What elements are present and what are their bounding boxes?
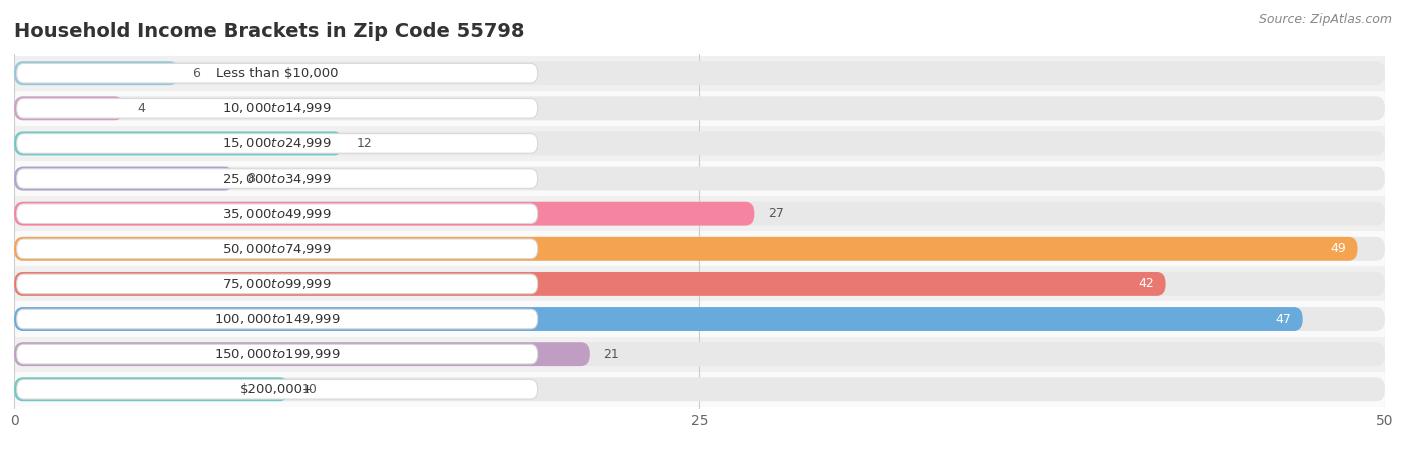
Text: Less than $10,000: Less than $10,000 — [217, 67, 339, 79]
FancyBboxPatch shape — [14, 342, 1385, 366]
FancyBboxPatch shape — [14, 61, 1385, 85]
Text: 42: 42 — [1139, 277, 1154, 291]
FancyBboxPatch shape — [17, 379, 537, 399]
Text: Household Income Brackets in Zip Code 55798: Household Income Brackets in Zip Code 55… — [14, 22, 524, 41]
Text: 4: 4 — [138, 102, 145, 115]
FancyBboxPatch shape — [14, 272, 1385, 296]
Text: 8: 8 — [247, 172, 254, 185]
FancyBboxPatch shape — [14, 202, 1385, 225]
Bar — [14, 56, 1385, 91]
Bar — [14, 231, 1385, 266]
Bar — [14, 126, 1385, 161]
FancyBboxPatch shape — [14, 167, 233, 190]
Bar — [14, 196, 1385, 231]
Text: $150,000 to $199,999: $150,000 to $199,999 — [214, 347, 340, 361]
Bar — [14, 91, 1385, 126]
Text: $200,000+: $200,000+ — [240, 383, 314, 396]
Text: 49: 49 — [1330, 242, 1347, 255]
FancyBboxPatch shape — [17, 204, 537, 224]
Text: 10: 10 — [302, 383, 318, 396]
Text: $10,000 to $14,999: $10,000 to $14,999 — [222, 101, 332, 115]
FancyBboxPatch shape — [17, 239, 537, 259]
FancyBboxPatch shape — [14, 97, 124, 120]
Bar — [14, 372, 1385, 407]
FancyBboxPatch shape — [14, 377, 1385, 401]
Text: 12: 12 — [357, 137, 373, 150]
FancyBboxPatch shape — [14, 61, 179, 85]
Bar — [14, 266, 1385, 301]
Text: 47: 47 — [1275, 313, 1292, 326]
FancyBboxPatch shape — [14, 307, 1385, 331]
FancyBboxPatch shape — [14, 132, 1385, 155]
FancyBboxPatch shape — [17, 344, 537, 364]
Text: 21: 21 — [603, 348, 619, 361]
FancyBboxPatch shape — [17, 63, 537, 83]
Text: $15,000 to $24,999: $15,000 to $24,999 — [222, 136, 332, 150]
FancyBboxPatch shape — [17, 134, 537, 153]
FancyBboxPatch shape — [17, 98, 537, 118]
FancyBboxPatch shape — [17, 309, 537, 329]
Text: $100,000 to $149,999: $100,000 to $149,999 — [214, 312, 340, 326]
FancyBboxPatch shape — [17, 169, 537, 188]
FancyBboxPatch shape — [14, 202, 754, 225]
FancyBboxPatch shape — [14, 342, 591, 366]
Bar — [14, 301, 1385, 337]
Bar — [14, 161, 1385, 196]
Text: $50,000 to $74,999: $50,000 to $74,999 — [222, 242, 332, 256]
FancyBboxPatch shape — [14, 307, 1303, 331]
FancyBboxPatch shape — [14, 237, 1358, 261]
FancyBboxPatch shape — [17, 274, 537, 294]
FancyBboxPatch shape — [14, 97, 1385, 120]
FancyBboxPatch shape — [14, 237, 1385, 261]
Text: Source: ZipAtlas.com: Source: ZipAtlas.com — [1258, 13, 1392, 26]
Text: $75,000 to $99,999: $75,000 to $99,999 — [222, 277, 332, 291]
Text: 6: 6 — [193, 67, 200, 79]
FancyBboxPatch shape — [14, 167, 1385, 190]
FancyBboxPatch shape — [14, 272, 1166, 296]
FancyBboxPatch shape — [14, 377, 288, 401]
Text: $35,000 to $49,999: $35,000 to $49,999 — [222, 207, 332, 220]
Text: 27: 27 — [768, 207, 785, 220]
Text: $25,000 to $34,999: $25,000 to $34,999 — [222, 172, 332, 185]
FancyBboxPatch shape — [14, 132, 343, 155]
Bar — [14, 337, 1385, 372]
